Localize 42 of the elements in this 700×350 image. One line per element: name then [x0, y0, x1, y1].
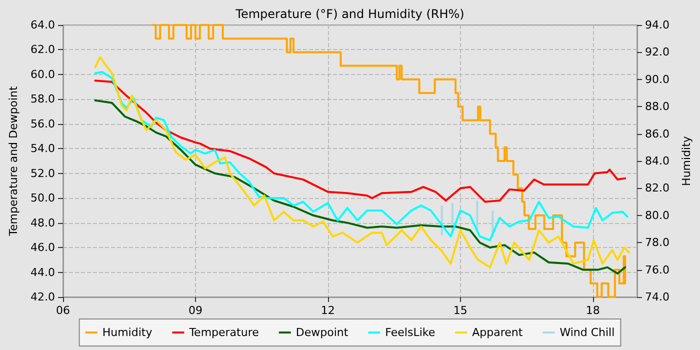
y2-axis-title: Humidity — [680, 136, 693, 186]
y-tick-label: 64.0 — [30, 18, 55, 32]
y-tick-label: 58.0 — [30, 92, 55, 106]
x-tick-label: 15 — [453, 304, 468, 317]
y2-tick-label: 90.0 — [645, 72, 670, 86]
y2-tick-label: 82.0 — [645, 182, 670, 195]
line-series — [94, 80, 626, 203]
line-series — [94, 99, 626, 275]
y-tick-label: 42.0 — [30, 290, 55, 304]
legend-label: Temperature — [188, 326, 260, 339]
y2-tick-label: 84.0 — [645, 154, 670, 168]
y-axis-title: Temperature and Dewpoint — [7, 85, 20, 237]
y-tick-label: 56.0 — [30, 117, 55, 130]
y2-tick-label: 88.0 — [645, 100, 670, 114]
bar — [476, 200, 478, 230]
legend-label: Humidity — [102, 326, 153, 339]
y2-tick-label: 76.0 — [645, 263, 670, 276]
legend-label: Dewpoint — [296, 326, 349, 339]
y-tick-label: 60.0 — [30, 68, 55, 81]
legend-label: Wind Chill — [560, 326, 615, 339]
legend-label: Apparent — [472, 326, 524, 339]
y-tick-label: 62.0 — [30, 43, 55, 56]
y2-tick-label: 94.0 — [645, 18, 670, 32]
y2-tick-label: 80.0 — [645, 208, 670, 222]
y2-tick-label: 86.0 — [645, 127, 670, 140]
line-series — [94, 56, 630, 268]
y-tick-label: 46.0 — [30, 241, 55, 254]
y2-tick-label: 92.0 — [645, 46, 670, 59]
y2-tick-label: 78.0 — [645, 236, 670, 250]
y-tick-label: 52.0 — [30, 166, 55, 180]
x-tick-label: 12 — [320, 304, 335, 317]
x-tick-label: 18 — [586, 304, 600, 317]
y-tick-label: 54.0 — [30, 142, 55, 156]
legend-label: FeelsLike — [385, 326, 436, 339]
y-tick-label: 44.0 — [30, 266, 55, 279]
y-tick-label: 48.0 — [30, 216, 55, 230]
x-tick-label: 06 — [56, 304, 70, 317]
y-tick-label: 50.0 — [30, 192, 55, 205]
line-series — [94, 70, 628, 242]
y2-tick-label: 74.0 — [645, 290, 670, 304]
chart-title: Temperature (°F) and Humidity (RH%) — [234, 7, 464, 21]
x-tick-label: 09 — [188, 304, 202, 317]
